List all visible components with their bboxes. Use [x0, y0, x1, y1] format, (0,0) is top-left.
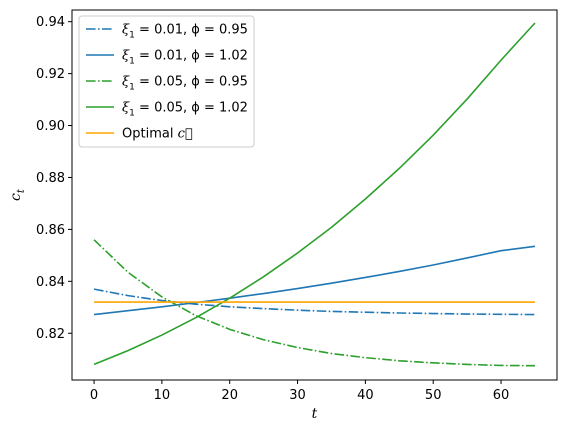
legend-label-5: Optimal c⃗	[122, 127, 193, 142]
legend-box	[78, 15, 255, 148]
x-tick-label: 40	[357, 388, 374, 403]
y-tick-label: 0.94	[36, 15, 65, 30]
plot-lines	[93, 22, 536, 367]
y-axis-label: ct	[8, 188, 27, 201]
x-axis-ticks: 0 10 20 30 40 50 60	[90, 380, 509, 403]
legend: ξ1 = 0.01, ϕ = 0.95 ξ1 = 0.01, ϕ = 1.02 ξ1…	[78, 15, 255, 148]
y-tick-label: 0.84	[36, 275, 65, 290]
y-tick-label: 0.92	[36, 67, 65, 82]
x-tick-label: 60	[493, 388, 510, 403]
y-tick-label: 0.82	[36, 327, 65, 342]
legend-label-2: ξ1 = 0.01, ϕ = 1.02	[122, 49, 248, 67]
legend-label-1: ξ1 = 0.01, ϕ = 0.95	[122, 23, 248, 41]
x-tick-label: 30	[289, 388, 306, 403]
series-line-2	[93, 245, 536, 316]
x-tick-label: 0	[90, 388, 98, 403]
x-axis-label: t	[312, 406, 318, 422]
legend-label-4: ξ1 = 0.05, ϕ = 1.02	[122, 101, 248, 119]
y-tick-label: 0.86	[36, 223, 65, 238]
legend-label-3: ξ1 = 0.05, ϕ = 0.95	[122, 75, 248, 93]
x-tick-label: 20	[221, 388, 238, 403]
plot-frame	[71, 9, 558, 381]
y-tick-label: 0.88	[36, 171, 65, 186]
y-tick-label: 0.90	[36, 119, 65, 134]
series-line-1	[93, 288, 535, 316]
y-axis-ticks: 0.82 0.84 0.86 0.88 0.90 0.92 0.94	[36, 15, 72, 342]
series-line-4	[93, 22, 536, 366]
x-tick-label: 10	[154, 388, 171, 403]
x-tick-label: 50	[425, 388, 442, 403]
